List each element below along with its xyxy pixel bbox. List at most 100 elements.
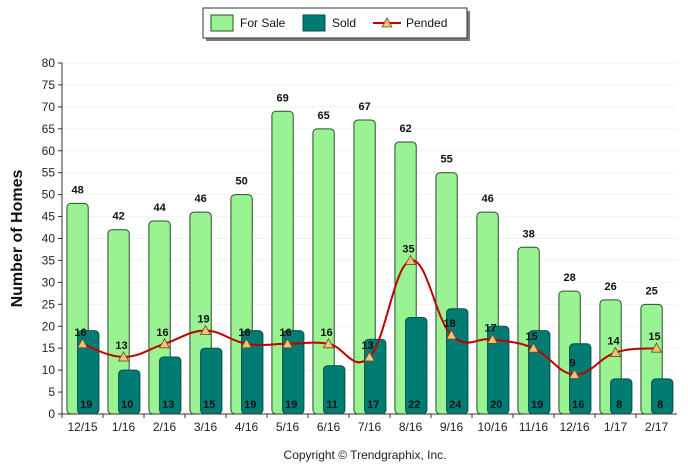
- label-for-sale: 28: [563, 272, 575, 284]
- x-tick-label: 4/16: [235, 420, 259, 434]
- x-tick-label: 5/16: [276, 420, 300, 434]
- label-sold: 19: [244, 399, 256, 411]
- label-sold: 17: [367, 399, 379, 411]
- label-pended: 16: [320, 327, 332, 339]
- pended-marker: [650, 342, 663, 353]
- y-tick-label: 35: [42, 253, 56, 267]
- copyright-text: Copyright © Trendgraphix, Inc.: [284, 448, 447, 462]
- pended-marker: [445, 329, 458, 340]
- label-pended: 16: [74, 327, 86, 339]
- label-for-sale: 65: [317, 110, 329, 122]
- y-tick-label: 30: [42, 275, 56, 289]
- label-sold: 24: [449, 399, 462, 411]
- x-tick-label: 7/16: [358, 420, 382, 434]
- pended-marker: [199, 324, 212, 336]
- label-sold: 15: [203, 399, 215, 411]
- y-axis-ticks: 0 5 10 15 20 25 30 35 40 45 50 55 60 65 70 75 80: [42, 56, 62, 421]
- pended-marker: [609, 346, 622, 357]
- y-tick-label: 40: [42, 232, 56, 246]
- label-for-sale: 25: [645, 285, 657, 297]
- y-tick-label: 70: [42, 100, 56, 114]
- label-for-sale: 46: [194, 193, 206, 205]
- label-for-sale: 38: [522, 228, 534, 240]
- legend-label-pended: Pended: [406, 16, 447, 30]
- label-sold: 10: [121, 399, 133, 411]
- label-sold: 19: [80, 399, 92, 411]
- label-pended: 16: [238, 327, 250, 339]
- pended-marker: [527, 342, 540, 353]
- label-for-sale: 46: [481, 193, 493, 205]
- label-sold: 11: [326, 399, 338, 411]
- label-sold: 19: [531, 399, 543, 411]
- x-tick-label: 1/17: [604, 420, 628, 434]
- pended-marker: [76, 337, 89, 349]
- y-tick-label: 5: [48, 385, 55, 399]
- y-tick-label: 15: [42, 341, 56, 355]
- legend-label-for-sale: For Sale: [240, 16, 286, 30]
- y-tick-label: 10: [42, 363, 56, 377]
- y-tick-label: 60: [42, 144, 56, 158]
- x-tick-label: 2/17: [645, 420, 669, 434]
- y-tick-label: 55: [42, 166, 56, 180]
- legend-swatch-sold: [302, 14, 326, 32]
- x-tick-label: 9/16: [440, 420, 464, 434]
- x-axis-ticks: 12/15 1/16 2/16 3/16 4/16 5/16 6/16 7/16 8/16 9/1…: [61, 414, 669, 434]
- label-pended: 16: [156, 327, 168, 339]
- x-tick-label: 8/16: [399, 420, 423, 434]
- label-pended: 18: [443, 318, 455, 330]
- pended-marker: [322, 337, 335, 349]
- label-for-sale: 42: [112, 211, 124, 223]
- label-pended: 35: [402, 243, 414, 255]
- legend-swatch-for-sale: [210, 14, 234, 32]
- legend: For Sale Sold Pended: [202, 7, 470, 41]
- x-tick-label: 12/16: [559, 420, 589, 434]
- label-sold: 8: [657, 399, 663, 411]
- pended-marker: [158, 337, 171, 349]
- label-for-sale: 55: [440, 154, 452, 166]
- label-sold: 16: [572, 399, 584, 411]
- pended-marker: [240, 337, 253, 349]
- x-tick-label: 6/16: [317, 420, 341, 434]
- label-pended: 14: [607, 336, 620, 348]
- label-pended: 15: [648, 331, 660, 343]
- y-tick-label: 45: [42, 210, 56, 224]
- y-tick-label: 75: [42, 78, 56, 92]
- x-tick-label: 1/16: [112, 420, 136, 434]
- legend-box: [202, 7, 468, 39]
- y-tick-label: 20: [42, 319, 56, 333]
- y-tick-label: 25: [42, 297, 56, 311]
- x-tick-label: 10/16: [477, 420, 507, 434]
- label-pended: 13: [115, 340, 127, 352]
- pended-marker: [363, 351, 376, 362]
- pended-marker: [281, 337, 294, 349]
- pended-line: [76, 254, 663, 379]
- legend-label-sold: Sold: [332, 16, 356, 30]
- pended-marker: [486, 333, 499, 344]
- label-for-sale: 26: [604, 281, 616, 293]
- label-for-sale: 48: [71, 184, 83, 196]
- y-tick-label: 80: [42, 56, 56, 70]
- x-tick-label: 3/16: [194, 420, 218, 434]
- x-tick-label: 12/15: [67, 420, 97, 434]
- pended-marker: [404, 254, 417, 265]
- label-pended: 13: [361, 340, 373, 352]
- label-pended: 9: [569, 358, 575, 370]
- label-for-sale: 67: [358, 101, 370, 113]
- label-pended: 17: [484, 322, 496, 334]
- y-tick-label: 50: [42, 188, 56, 202]
- y-tick-label: 0: [48, 407, 55, 421]
- label-pended: 19: [197, 314, 209, 326]
- label-sold: 8: [616, 399, 622, 411]
- data-labels: 48 19 42 10 44 13 46 15 50 19 69 19 65 11 67 17 62 22 55 24…: [71, 92, 663, 411]
- pended-marker: [117, 351, 130, 362]
- label-sold: 20: [490, 399, 502, 411]
- label-for-sale: 44: [153, 202, 166, 214]
- axes: [61, 63, 677, 415]
- y-tick-label: 65: [42, 122, 56, 136]
- pended-marker: [568, 368, 581, 379]
- label-pended: 16: [279, 327, 291, 339]
- label-for-sale: 69: [276, 92, 288, 104]
- pended-line-path: [82, 259, 657, 376]
- y-axis-title: Number of Homes: [9, 170, 26, 308]
